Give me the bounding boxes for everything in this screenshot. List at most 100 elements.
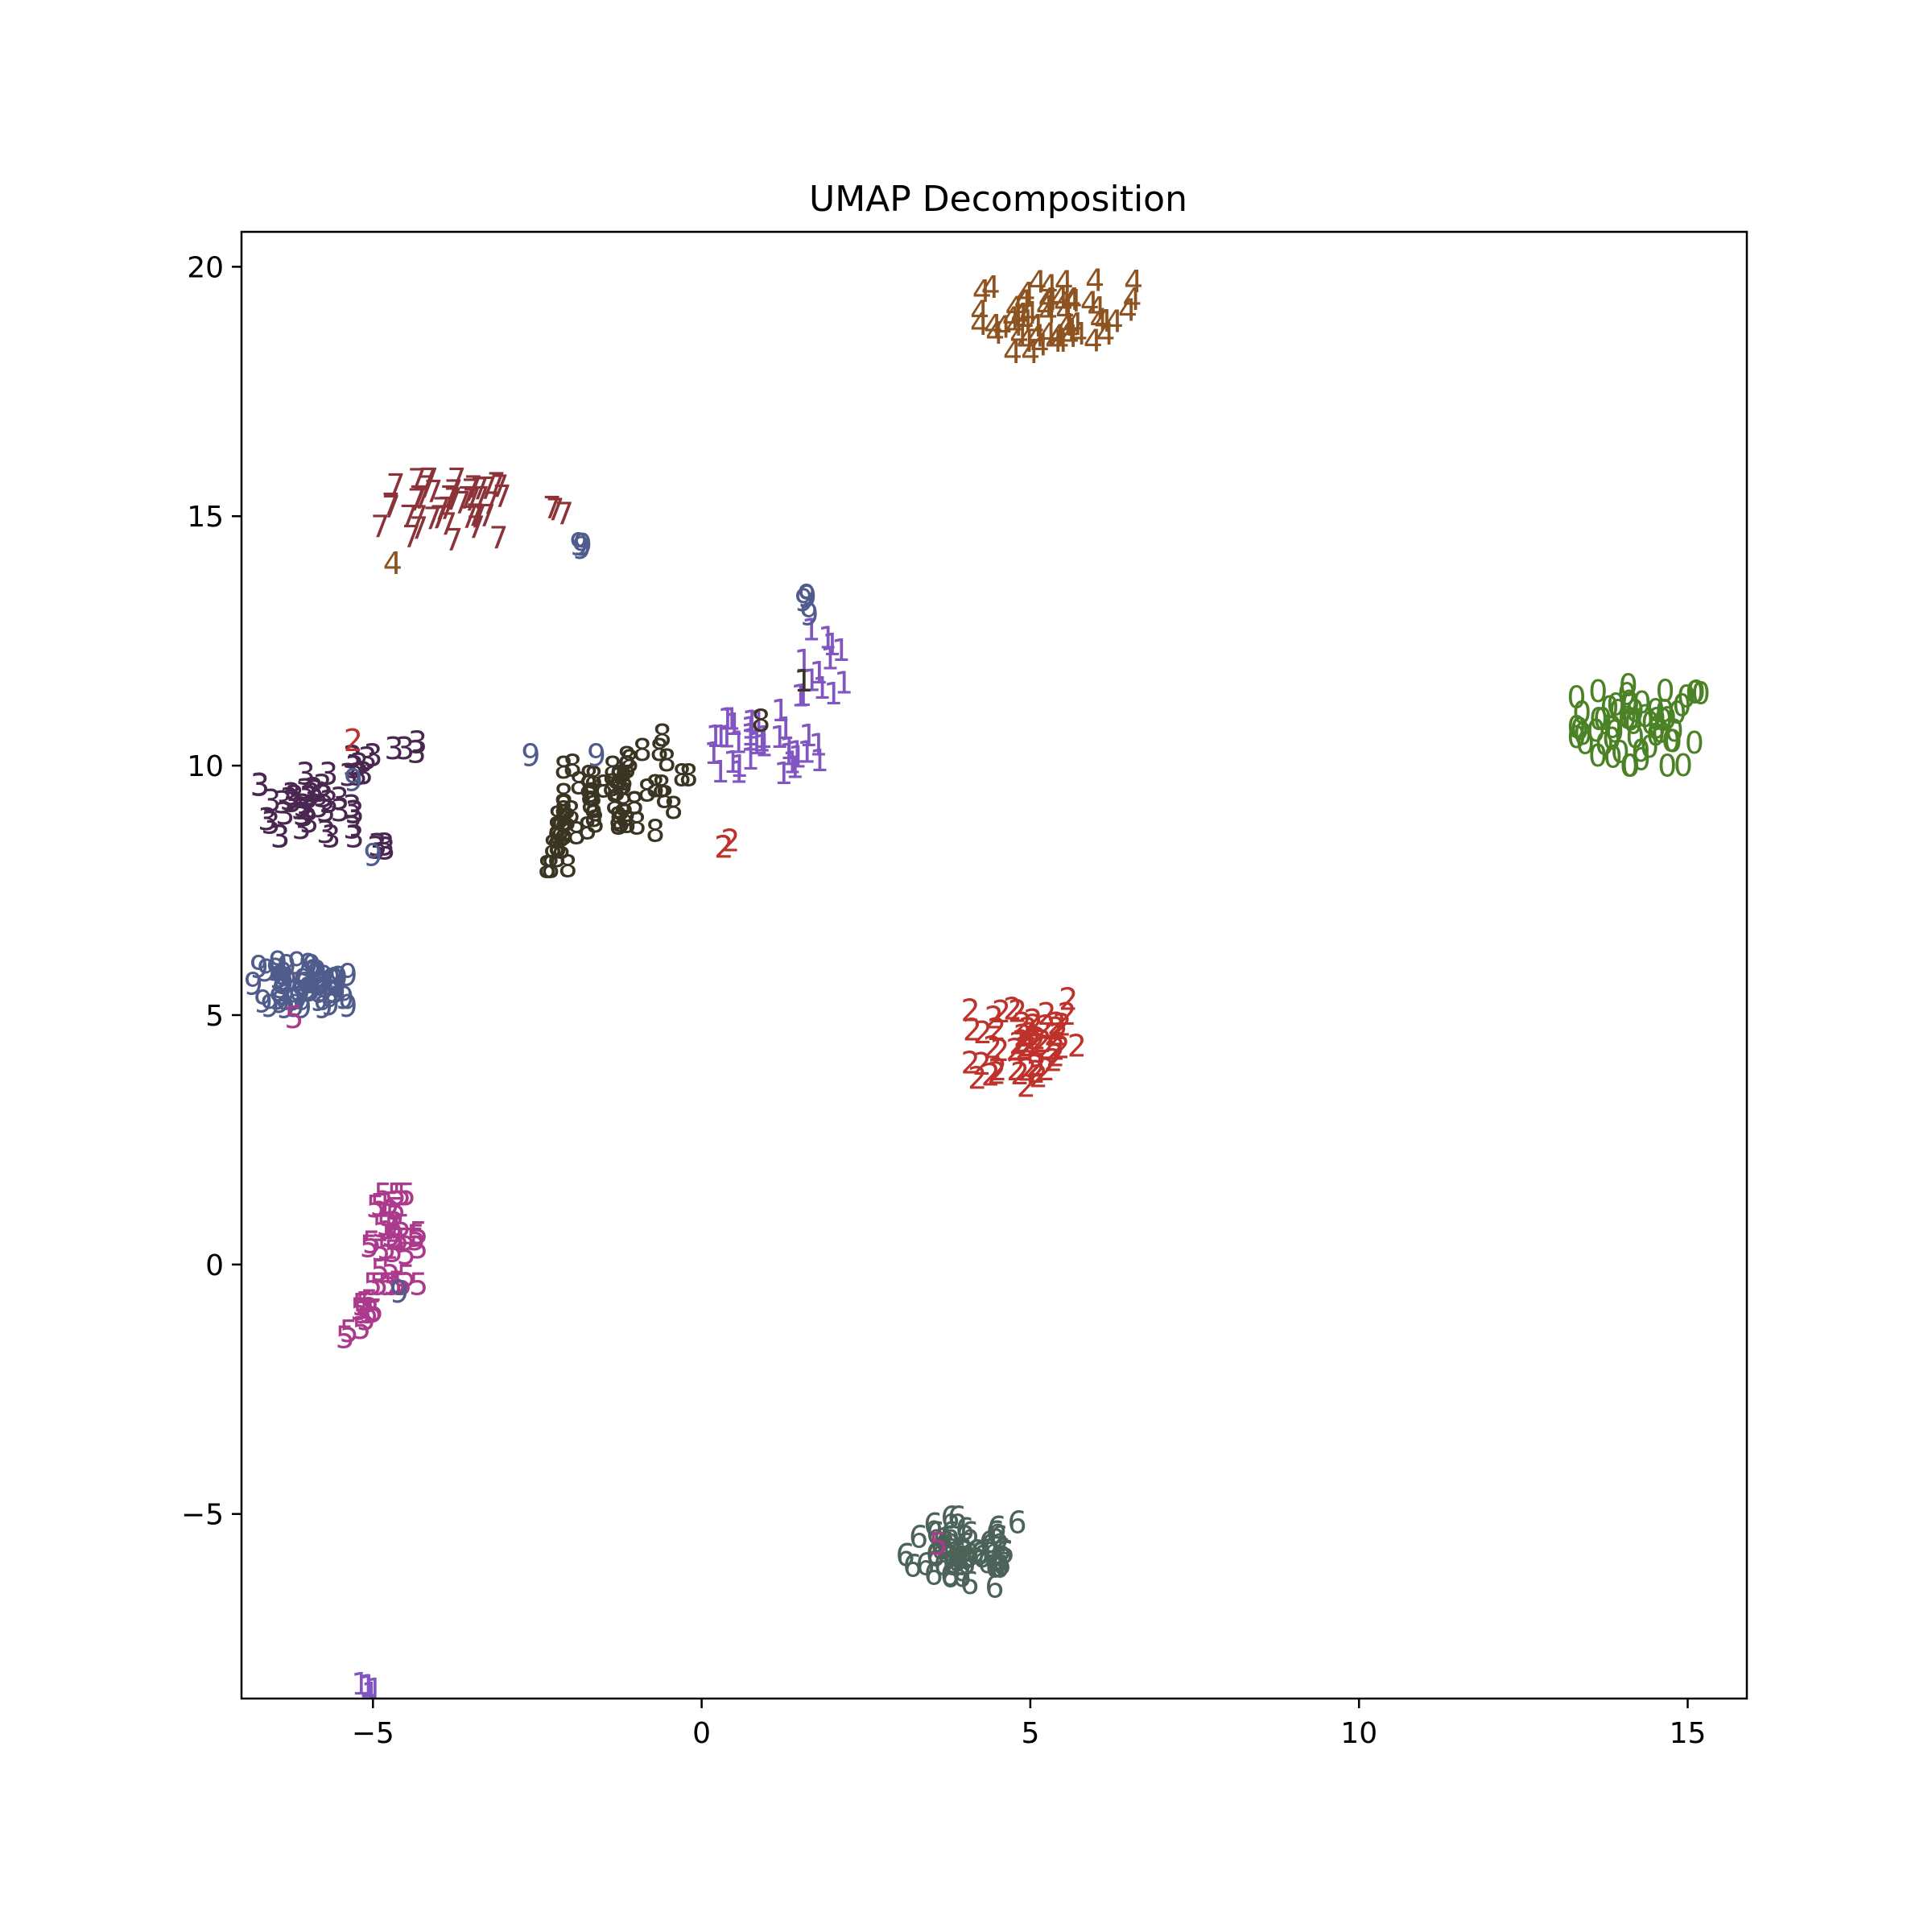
digit-point-8: 8 [609, 801, 628, 836]
digit-point-7: 7 [543, 490, 562, 526]
digit-point-8: 8 [646, 769, 665, 804]
digit-point-9: 9 [799, 597, 819, 632]
digit-point-8: 8 [577, 811, 597, 847]
digit-point-9: 9 [798, 580, 817, 615]
digit-point-6: 6 [896, 1538, 915, 1573]
digit-point-0: 0 [1589, 701, 1608, 737]
digit-point-9: 9 [299, 972, 318, 1007]
digit-point-7: 7 [444, 482, 463, 518]
digit-point-9: 9 [313, 990, 332, 1026]
digit-point-1: 1 [834, 665, 853, 700]
digit-point-0: 0 [1647, 701, 1666, 737]
digit-point-7: 7 [477, 498, 496, 534]
digit-point-0: 0 [1588, 674, 1608, 709]
digit-point-1: 1 [721, 701, 741, 737]
digit-point-9: 9 [293, 990, 312, 1026]
digit-point-1: 1 [812, 671, 832, 706]
digit-point-5: 5 [372, 1209, 391, 1245]
digit-point-3: 3 [354, 756, 374, 791]
digit-point-2: 2 [961, 1046, 980, 1081]
digit-point-7: 7 [465, 497, 485, 533]
digit-point-3: 3 [376, 831, 395, 866]
digit-point-4: 4 [981, 270, 1001, 305]
digit-point-1: 1 [351, 1666, 370, 1702]
digit-point-7: 7 [444, 522, 463, 558]
digit-point-9: 9 [327, 974, 346, 1009]
digit-point-8: 8 [601, 768, 621, 803]
digit-point-0: 0 [1573, 716, 1592, 752]
digit-point-4: 4 [970, 307, 989, 342]
digit-point-2: 2 [1049, 1017, 1068, 1052]
digit-point-5: 5 [407, 1222, 426, 1257]
digit-point-5: 5 [390, 1267, 410, 1302]
digit-point-3: 3 [291, 811, 311, 846]
digit-point-7: 7 [481, 486, 500, 522]
digit-point-1: 1 [820, 641, 840, 676]
digit-point-5: 5 [379, 1198, 398, 1233]
digit-point-4: 4 [1124, 264, 1143, 299]
digit-point-2: 2 [1003, 992, 1022, 1027]
digit-point-6: 6 [960, 1538, 979, 1574]
digit-point-3: 3 [343, 810, 362, 845]
digit-point-8: 8 [584, 799, 603, 834]
digit-point-7: 7 [407, 462, 427, 497]
digit-point-6: 6 [970, 1536, 989, 1571]
digit-point-3: 3 [312, 768, 332, 803]
digit-point-0: 0 [1567, 710, 1586, 745]
digit-point-6: 6 [940, 1557, 960, 1592]
digit-point-5: 5 [409, 1216, 428, 1251]
digit-point-4: 4 [1085, 263, 1104, 299]
digit-point-1: 1 [741, 710, 760, 745]
digit-point-1: 1 [776, 711, 795, 746]
digit-point-3: 3 [408, 724, 427, 760]
digit-point-8: 8 [638, 774, 657, 809]
digit-point-9: 9 [569, 527, 588, 563]
digit-point-0: 0 [1602, 721, 1621, 757]
digit-point-0: 0 [1685, 675, 1704, 711]
digit-point-9: 9 [335, 980, 354, 1016]
digit-point-8: 8 [611, 767, 630, 803]
digit-point-8: 8 [541, 850, 560, 886]
digit-point-0: 0 [1624, 705, 1643, 741]
digit-point-8: 8 [613, 787, 633, 823]
digit-point-6: 6 [933, 1522, 952, 1558]
digit-point-6: 6 [943, 1546, 962, 1582]
digit-point-8: 8 [547, 839, 566, 874]
digit-point-2: 2 [1017, 1028, 1036, 1063]
digit-point-6: 6 [956, 1540, 976, 1575]
digit-point-9: 9 [390, 1274, 409, 1310]
digit-point-6: 6 [989, 1520, 1009, 1555]
digit-point-0: 0 [1667, 696, 1686, 731]
digit-point-5: 5 [350, 1291, 369, 1327]
digit-point-5: 5 [409, 1267, 428, 1302]
digit-point-6: 6 [977, 1545, 997, 1580]
digit-point-8: 8 [627, 806, 646, 841]
digit-point-9: 9 [276, 990, 295, 1026]
digit-point-8: 8 [654, 779, 674, 815]
digit-point-8: 8 [580, 786, 600, 821]
digit-point-1: 1 [797, 734, 816, 770]
digit-point-9: 9 [269, 981, 288, 1017]
digit-point-9: 9 [277, 949, 296, 985]
digit-point-1: 1 [794, 643, 813, 679]
digit-point-1: 1 [752, 723, 771, 758]
digit-point-4: 4 [1038, 295, 1058, 330]
digit-point-9: 9 [244, 966, 263, 1001]
digit-point-7: 7 [546, 492, 565, 527]
digit-point-8: 8 [614, 762, 634, 798]
digit-point-9: 9 [308, 967, 328, 1002]
digit-point-1: 1 [788, 739, 807, 774]
digit-point-1: 1 [723, 745, 742, 780]
digit-point-6: 6 [950, 1540, 969, 1575]
digit-point-3: 3 [321, 819, 341, 855]
digit-point-0: 0 [1593, 702, 1612, 737]
digit-point-3: 3 [330, 781, 349, 816]
digit-point-5: 5 [390, 1222, 409, 1257]
digit-point-4: 4 [1016, 324, 1035, 359]
digit-point-9: 9 [294, 967, 313, 1002]
digit-point-8: 8 [543, 829, 563, 865]
y-tick-label: 15 [187, 501, 224, 534]
digit-point-4: 4 [1063, 283, 1083, 319]
digit-point-6: 6 [923, 1507, 943, 1542]
